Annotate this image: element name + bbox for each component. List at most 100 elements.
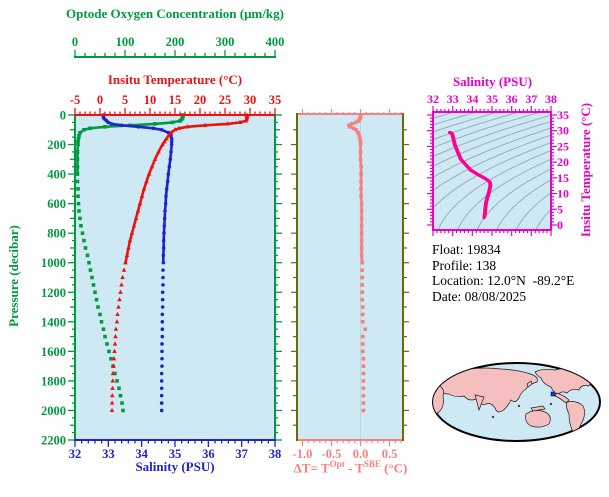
tick-label: -0.5 bbox=[322, 447, 342, 461]
tick-label: 34 bbox=[466, 92, 478, 106]
tick-label: 37 bbox=[525, 92, 537, 106]
temperature-axis-title: Insitu Temperature (°C) bbox=[107, 72, 243, 87]
float-info-row: Location: 12.0°N -89.2°E bbox=[432, 273, 574, 289]
float-label: Float: bbox=[432, 242, 464, 257]
tick-label: 600 bbox=[47, 197, 66, 211]
isopycnal-contours bbox=[433, 112, 551, 230]
main-profile-plot: 0200400600800100012001400160018002000220… bbox=[41, 35, 284, 461]
tick-label: 15 bbox=[169, 93, 182, 107]
tick-label: 35 bbox=[169, 447, 182, 461]
tick-label: 25 bbox=[557, 139, 569, 153]
tick-label: 36 bbox=[506, 92, 518, 106]
pressure-axis-title: Pressure (decibar) bbox=[6, 225, 21, 327]
tick-label: 400 bbox=[266, 35, 285, 49]
tick-label: 38 bbox=[269, 447, 282, 461]
tick-label: 35 bbox=[557, 108, 569, 122]
landmass-new-guinea bbox=[530, 405, 546, 412]
tick-label: 0 bbox=[60, 109, 66, 123]
ts-salinity-axis-title: Salinity (PSU) bbox=[452, 74, 533, 89]
location-label: Location: bbox=[432, 273, 484, 289]
tick-label: 800 bbox=[47, 227, 66, 241]
tick-label: 37 bbox=[235, 447, 248, 461]
profile-value: 138 bbox=[475, 257, 497, 273]
tick-label: 300 bbox=[216, 35, 235, 49]
tick-label: 10 bbox=[144, 93, 157, 107]
delta-t-curve bbox=[347, 113, 367, 413]
tick-label: 0 bbox=[97, 93, 103, 107]
date-value: 08/08/2025 bbox=[464, 288, 527, 304]
tick-label: 400 bbox=[47, 168, 66, 182]
tick-label: 30 bbox=[557, 124, 569, 138]
dt-plot-area bbox=[297, 115, 403, 440]
date-label: Date: bbox=[432, 288, 462, 304]
tick-label: 35 bbox=[269, 93, 282, 107]
tick-label: 5 bbox=[557, 202, 563, 216]
world-map bbox=[432, 362, 601, 442]
dt-title-part: (°C) bbox=[380, 460, 408, 476]
tick-label: 0.5 bbox=[382, 447, 398, 461]
location-value: 12.0°N -89.2°E bbox=[487, 273, 575, 289]
tick-label: 0 bbox=[72, 35, 78, 49]
tick-label: 30 bbox=[244, 93, 257, 107]
oxygen-axis: 0 100 200 300 400 bbox=[72, 35, 285, 58]
tick-label: -5 bbox=[70, 93, 80, 107]
island-speck bbox=[517, 404, 521, 408]
ts-curve bbox=[448, 130, 493, 220]
profile-label: Profile: bbox=[432, 257, 473, 273]
dt-title-part: ΔT= T bbox=[293, 460, 330, 476]
tick-label: 2000 bbox=[41, 404, 66, 418]
dt-title-sup-sbe: SBE bbox=[363, 459, 381, 469]
delta-t-plot: -1.0 -0.5 0.0 0.5 bbox=[291, 109, 409, 461]
dt-title-part: - T bbox=[344, 460, 364, 476]
tick-label: 200 bbox=[166, 35, 185, 49]
tick-label: 5 bbox=[122, 93, 128, 107]
dt-title-sup-opt: Opt bbox=[329, 459, 345, 469]
tick-label: 15 bbox=[557, 171, 569, 185]
main-plot-area bbox=[75, 115, 275, 440]
ts-temperature-axis-title: Insitu Temperature (°C) bbox=[578, 102, 593, 238]
tick-label: -1.0 bbox=[293, 447, 313, 461]
tick-label: 10 bbox=[557, 187, 569, 201]
pressure-axis-ticks: 0 200 400 600 800 1000 1200 1400 1600 1800 2000 220… bbox=[41, 109, 282, 448]
island-speck bbox=[491, 415, 495, 419]
tick-label: 25 bbox=[219, 93, 232, 107]
tick-label: 100 bbox=[116, 35, 135, 49]
island-speck bbox=[549, 402, 553, 406]
tick-label: 34 bbox=[135, 447, 148, 461]
landmass-eurasia bbox=[435, 367, 538, 413]
tick-label: 2200 bbox=[41, 434, 66, 448]
tick-label: 1400 bbox=[41, 315, 66, 329]
tick-label: 1000 bbox=[41, 256, 66, 270]
tick-label: 33 bbox=[102, 447, 115, 461]
tick-label: 38 bbox=[545, 92, 557, 106]
float-info-row: Float: 19834 bbox=[432, 242, 574, 258]
tick-label: 200 bbox=[47, 138, 66, 152]
tick-label: 1200 bbox=[41, 286, 66, 300]
tick-label: 0.0 bbox=[353, 447, 369, 461]
tick-label: 32 bbox=[427, 92, 439, 106]
oxygen-axis-title: Optode Oxygen Concentration (μm/kg) bbox=[66, 6, 284, 21]
float-info-row: Profile: 138 bbox=[432, 258, 574, 274]
tick-label: 20 bbox=[557, 155, 569, 169]
landmass-central-america bbox=[554, 392, 570, 404]
tick-label: 20 bbox=[194, 93, 207, 107]
ts-plot-area bbox=[433, 112, 551, 230]
landmass-india bbox=[474, 394, 485, 412]
tick-label: 0 bbox=[557, 218, 563, 232]
temperature-axis-ticks: -5 0 5 10 15 20 25 30 35 bbox=[70, 93, 281, 115]
float-value: 19834 bbox=[466, 242, 501, 257]
tick-label: 36 bbox=[202, 447, 215, 461]
float-location-marker bbox=[550, 391, 556, 397]
tick-label: 1600 bbox=[41, 345, 66, 359]
landmass-greenland bbox=[586, 364, 600, 376]
tick-label: 32 bbox=[69, 447, 82, 461]
delta-t-axis-title: ΔT= TOpt - TSBE (°C) bbox=[278, 459, 423, 476]
salinity-axis-title: Salinity (PSU) bbox=[135, 459, 215, 474]
float-info-row: Date: 08/08/2025 bbox=[432, 289, 574, 305]
landmass-australia bbox=[525, 410, 551, 428]
landmass-japan bbox=[526, 380, 533, 388]
